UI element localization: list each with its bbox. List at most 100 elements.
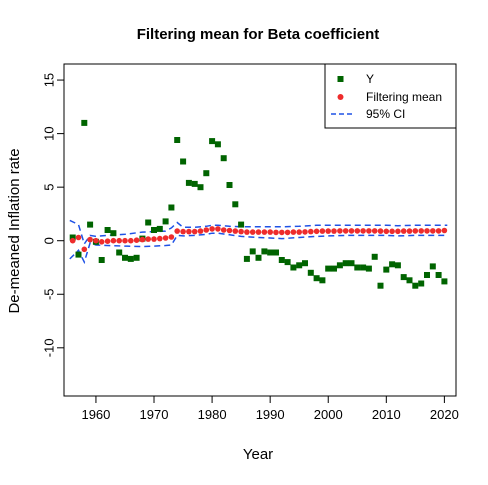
mean-point (157, 235, 163, 242)
mean-point (377, 228, 384, 234)
legend-box (324, 63, 457, 129)
y-point (371, 253, 378, 260)
y-point (238, 221, 245, 228)
mean-point (279, 229, 285, 236)
y-point (180, 158, 187, 165)
y-point (273, 249, 279, 256)
y-point (226, 182, 233, 188)
y-points (69, 119, 448, 289)
y-point (127, 255, 134, 262)
y-point (267, 249, 274, 256)
mean-point (168, 234, 175, 240)
y-point (168, 204, 175, 211)
y-point (406, 277, 413, 284)
y-point (302, 260, 308, 267)
mean-point (180, 228, 186, 235)
y-axis: -10 -5 0 5 10 15 (41, 73, 65, 357)
mean-point (366, 228, 372, 234)
mean-point (232, 228, 239, 234)
legend-marker-mean (337, 94, 344, 100)
y-point (383, 266, 390, 273)
y-point (354, 264, 361, 271)
y-point (342, 260, 349, 267)
y-point (110, 230, 117, 237)
mean-point (215, 226, 221, 232)
y-point (162, 218, 169, 225)
y-point (424, 272, 430, 278)
mean-point (186, 228, 192, 235)
chart-title: Filtering mean for Beta coefficient (137, 26, 380, 43)
mean-point (441, 227, 448, 234)
y-point (116, 249, 123, 256)
mean-point (75, 234, 82, 241)
mean-point (371, 228, 378, 234)
y-tick-label: 15 (41, 73, 56, 87)
mean-point (98, 239, 105, 245)
x-tick-label: 2010 (372, 407, 401, 422)
y-point (313, 275, 320, 282)
y-point (360, 264, 367, 271)
legend: Y Filtering mean 95% CI (324, 63, 457, 129)
mean-point (337, 228, 343, 234)
legend-label-ci: 95% CI (366, 107, 405, 121)
mean-point (267, 229, 274, 235)
mean-point (191, 228, 198, 235)
mean-point (69, 237, 76, 244)
mean-point (290, 229, 297, 235)
y-point (365, 265, 372, 272)
y-point (203, 170, 210, 177)
y-axis-label: De-meaned Inflation rate (6, 148, 23, 313)
mean-point (87, 236, 93, 243)
mean-point (110, 237, 117, 244)
y-point (418, 280, 425, 287)
mean-point (383, 228, 390, 235)
y-point (290, 264, 297, 271)
y-tick-label: 0 (41, 237, 56, 244)
mean-point (174, 228, 180, 234)
legend-label-mean: Filtering mean (366, 90, 442, 104)
mean-point (273, 229, 279, 236)
mean-point (104, 238, 111, 244)
y-point (348, 260, 355, 267)
y-point (319, 277, 326, 284)
y-point (331, 265, 337, 272)
x-tick-label: 1970 (140, 407, 169, 422)
mean-point (209, 226, 215, 232)
mean-point (430, 228, 436, 234)
mean-points (69, 226, 448, 253)
y-point (394, 262, 401, 269)
y-point (389, 261, 396, 268)
mean-point (162, 235, 169, 241)
y-point (400, 274, 407, 281)
y-point (249, 248, 256, 255)
mean-point (255, 229, 262, 235)
y-point (75, 251, 82, 258)
mean-point (412, 228, 419, 234)
x-tick-label: 2020 (430, 407, 459, 422)
y-point (174, 137, 181, 143)
y-point (377, 282, 384, 289)
y-point (69, 234, 76, 241)
x-axis: 1960 1970 1980 1990 2000 2010 2020 (81, 395, 459, 422)
mean-point (238, 228, 244, 235)
mean-point (249, 229, 256, 235)
y-tick-label: 5 (41, 184, 56, 191)
y-point (214, 141, 221, 148)
y-point (435, 272, 442, 278)
y-point (156, 225, 163, 232)
mean-point (325, 228, 332, 234)
y-tick-label: 10 (41, 126, 56, 140)
x-tick-label: 1960 (81, 407, 110, 422)
mean-point (122, 237, 128, 244)
mean-point (331, 228, 337, 234)
mean-point (93, 237, 99, 244)
mean-point (308, 228, 314, 235)
x-tick-label: 1990 (256, 407, 285, 422)
mean-point (418, 228, 425, 234)
y-point (232, 201, 239, 208)
y-point (243, 255, 250, 262)
y-point (133, 254, 140, 261)
mean-point (302, 229, 308, 235)
mean-point (313, 228, 320, 235)
